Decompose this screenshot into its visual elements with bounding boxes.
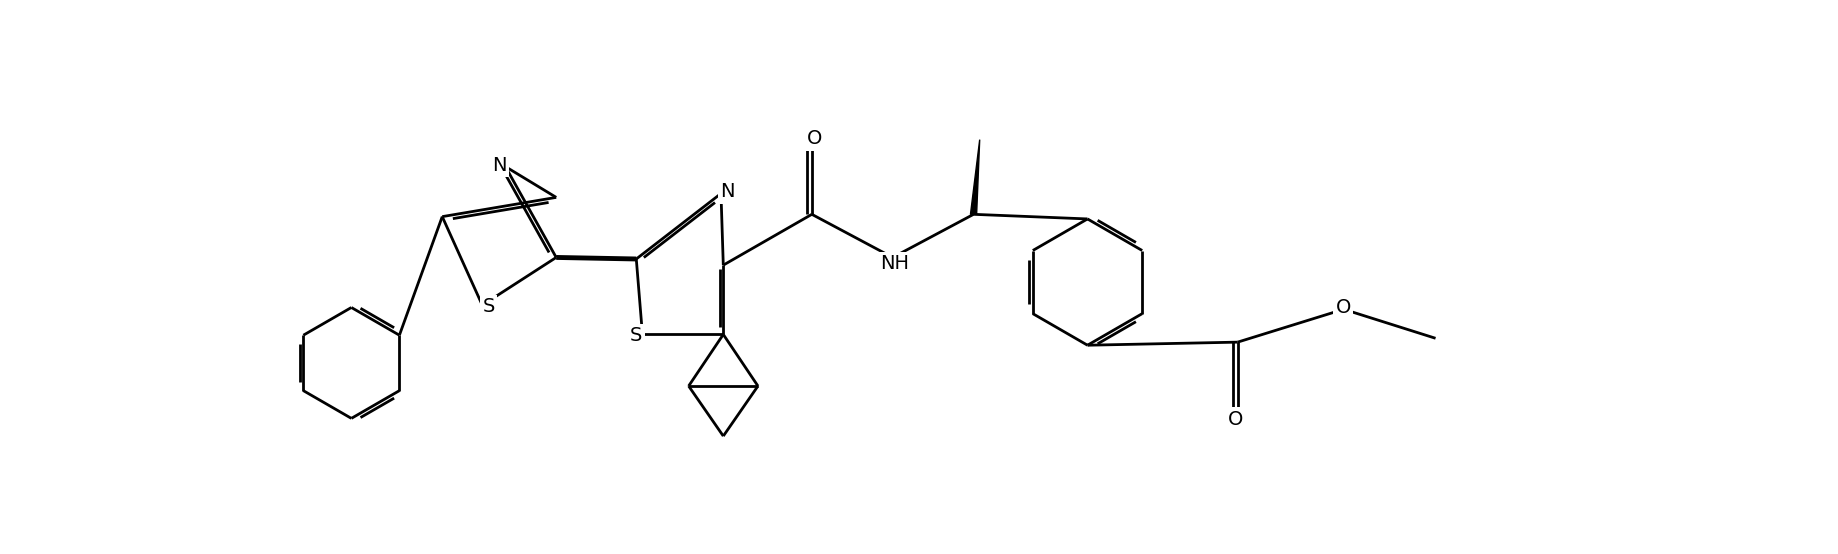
Text: S: S (630, 326, 643, 346)
Text: S: S (482, 297, 494, 316)
Text: O: O (1336, 298, 1351, 317)
Text: O: O (1228, 409, 1242, 429)
Text: N: N (720, 182, 735, 202)
Text: N: N (493, 156, 507, 175)
Polygon shape (970, 140, 980, 214)
Text: NH: NH (880, 254, 908, 273)
Text: O: O (807, 130, 822, 148)
